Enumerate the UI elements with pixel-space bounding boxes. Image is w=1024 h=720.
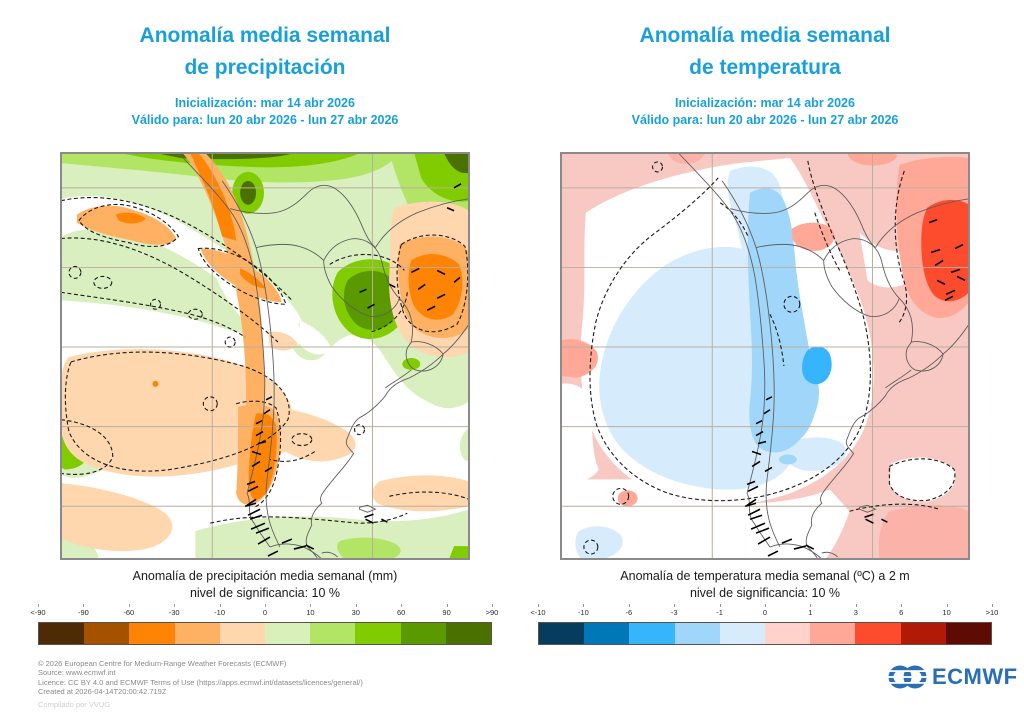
cbar-segment (174, 623, 220, 644)
precip-fill-regions (61, 153, 469, 559)
cbar-segment (445, 623, 492, 644)
precip-colorbar-labels: <-90 -90 -60 -30 -10 0 10 30 60 90 >90 (30, 608, 498, 619)
cbar-segment (39, 623, 85, 644)
cbar-tick-label: >10 (985, 608, 999, 617)
panel-subtitle: Inicialización: mar 14 abr 2026 Válido p… (538, 95, 992, 128)
cbar-segment (129, 623, 175, 644)
cbar-tick-label: >90 (485, 608, 499, 617)
panel-subtitle: Inicialización: mar 14 abr 2026 Válido p… (38, 95, 492, 128)
cbar-tick-label: <-90 (30, 608, 46, 617)
temp-caption: Anomalía de temperatura media semanal (º… (538, 568, 992, 602)
footer-licence: Licence: CC BY 4.0 and ECMWF Terms of Us… (38, 677, 363, 687)
init-line: Inicialización: mar 14 abr 2026 (675, 96, 855, 110)
valid-line: Válido para: lun 20 abr 2026 - lun 27 ab… (631, 112, 899, 127)
precip-significance-contours (61, 196, 469, 524)
cbar-segment (219, 623, 266, 644)
cbar-tick-label: 10 (942, 608, 951, 617)
footer-created: Created at 2026-04-14T20:00:42.719Z (38, 686, 167, 696)
caption-line1: Anomalía de precipitación media semanal … (132, 569, 398, 583)
cbar-tick-label: 60 (397, 608, 406, 617)
cbar-tick-label: 3 (853, 608, 858, 617)
cbar-tick-label: -6 (625, 608, 633, 617)
cbar-tick-label: 90 (442, 608, 451, 617)
temp-gridlines (561, 153, 969, 559)
cbar-segment (629, 623, 675, 644)
compiled-by-note: Compilado por VVUG (38, 700, 111, 709)
title-line2: de precipitación (184, 56, 346, 79)
panel-title: Anomalía media semanal de temperatura (538, 20, 992, 84)
cbar-segment (945, 623, 992, 644)
temp-hatching (744, 218, 966, 557)
precip-colorbar-block: <-90 -90 -60 -30 -10 0 10 30 60 90 >90 (30, 604, 498, 645)
ecmwf-logo: ECMWF (888, 664, 1018, 690)
footer: © 2026 European Centre for Medium-Range … (38, 659, 363, 696)
precip-hatching (244, 183, 462, 557)
ecmwf-logo-icon (888, 665, 928, 689)
cbar-segment (584, 623, 630, 644)
cbar-tick-label: -10 (214, 608, 226, 617)
caption-line2: nivel de significancia: 10 % (189, 586, 341, 600)
cbar-tick-label: -3 (670, 608, 678, 617)
temp-significance-contours (583, 160, 956, 555)
temp-colorbar-ticks (538, 604, 993, 608)
cbar-segment (84, 623, 130, 644)
cbar-tick-label: <-10 (530, 608, 546, 617)
cbar-tick-label: 0 (262, 608, 268, 617)
precip-gridlines (61, 153, 469, 559)
panel-precipitation: Anomalía media semanal de precipitación … (30, 20, 498, 660)
cbar-segment (900, 623, 946, 644)
cbar-segment (855, 623, 901, 644)
cbar-tick-label: -60 (123, 608, 135, 617)
footer-source: Source: www.ecmwf.int (38, 668, 116, 678)
cbar-tick-label: 1 (808, 608, 813, 617)
cbar-segment (400, 623, 446, 644)
cbar-segment (310, 623, 356, 644)
cbar-tick-label: -90 (77, 608, 89, 617)
precip-colorbar (38, 622, 492, 645)
temp-colorbar-labels: <-10 -10 -6 -3 -1 0 1 3 6 10 >10 (530, 608, 998, 619)
cbar-tick-label: -30 (168, 608, 180, 617)
cbar-segment (765, 623, 811, 644)
caption-line2: nivel de significancia: 10 % (689, 586, 841, 600)
temperature-map (560, 152, 970, 560)
cbar-segment (265, 623, 311, 644)
temp-colorbar (538, 622, 992, 645)
precip-country-borders (178, 153, 469, 559)
title-line1: Anomalía media semanal (639, 24, 891, 47)
cbar-tick-label: 30 (351, 608, 360, 617)
precipitation-map (60, 152, 470, 560)
cbar-tick-label: 6 (899, 608, 904, 617)
cbar-tick-label: 0 (762, 608, 768, 617)
precip-colorbar-ticks (38, 604, 493, 608)
precipitation-map-svg (61, 153, 469, 559)
caption-line1: Anomalía de temperatura media semanal (º… (620, 569, 910, 583)
ecmwf-logo-text: ECMWF (932, 664, 1018, 689)
cbar-tick-label: -1 (716, 608, 723, 617)
precip-caption: Anomalía de precipitación media semanal … (38, 568, 492, 602)
title-line1: Anomalía media semanal (139, 24, 391, 47)
temp-country-borders (678, 153, 969, 559)
title-line2: de temperatura (689, 56, 841, 79)
cbar-tick-label: 10 (306, 608, 315, 617)
cbar-segment (810, 623, 856, 644)
panel-temperature: Anomalía media semanal de temperatura In… (530, 20, 998, 660)
temperature-map-svg (561, 153, 969, 559)
cbar-tick-label: -10 (577, 608, 589, 617)
panel-title: Anomalía media semanal de precipitación (38, 20, 492, 84)
cbar-segment (539, 623, 585, 644)
cbar-segment (674, 623, 720, 644)
init-line: Inicialización: mar 14 abr 2026 (175, 96, 355, 110)
valid-line: Válido para: lun 20 abr 2026 - lun 27 ab… (131, 112, 399, 127)
temp-colorbar-block: <-10 -10 -6 -3 -1 0 1 3 6 10 >10 (530, 604, 998, 645)
footer-copyright: © 2026 European Centre for Medium-Range … (38, 659, 287, 668)
cbar-segment (355, 623, 401, 644)
cbar-segment (719, 623, 766, 644)
